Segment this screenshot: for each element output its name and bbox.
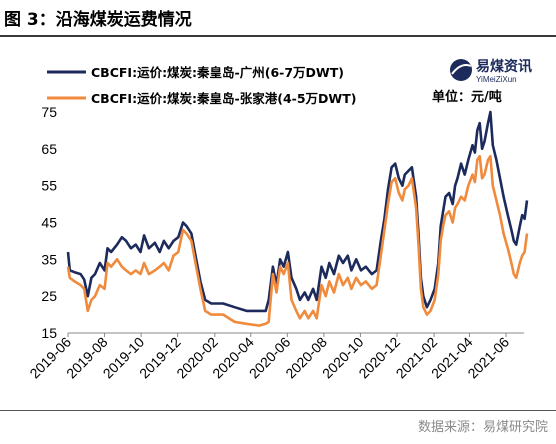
series-line-1 [66,110,529,313]
y-tick-label: 15 [41,325,57,341]
legend-label-1: CBCFI:运价:煤炭:秦皇岛-广州(6-7万DWT) [91,65,344,80]
figure-header: 图 3： 沿海煤炭运费情况 [0,0,556,34]
header-rule [0,35,556,37]
y-tick-label: 35 [41,251,57,267]
legend-label-2: CBCFI:运价:煤炭:秦皇岛-张家港(4-5万DWT) [91,91,356,106]
yimei-logo: 易煤资讯 YiMeiZiXun [450,58,532,84]
unit-label: 单位：元/吨 [432,89,502,105]
y-tick-label: 65 [41,141,57,157]
figure-label: 图 3： [4,9,56,30]
figure-title: 沿海煤炭运费情况 [55,9,192,30]
logo-swoosh-icon [451,64,472,75]
y-tick-label: 25 [41,288,57,304]
chart-legend: CBCFI:运价:煤炭:秦皇岛-广州(6-7万DWT) CBCFI:运价:煤炭:秦… [47,65,356,106]
logo-mark-icon [450,59,472,81]
freight-line-chart: CBCFI:运价:煤炭:秦皇岛-广州(6-7万DWT) CBCFI:运价:煤炭:秦… [26,58,532,381]
y-tick-label: 55 [41,178,57,194]
x-tick-label: 2021-06 [464,334,512,382]
logo-name: 易煤资讯 [476,58,532,75]
footer-rule [0,410,556,411]
y-tick-label: 45 [41,215,57,231]
logo-subtitle: YiMeiZiXun [476,75,517,84]
y-tick-label: 75 [41,104,57,120]
series-line-2 [66,154,529,327]
source-note: 数据来源：易煤研究院 [417,420,548,435]
chart-axes: 152535455565752019-062019-082019-102019-… [26,104,524,381]
chart-series-lines [66,110,529,327]
